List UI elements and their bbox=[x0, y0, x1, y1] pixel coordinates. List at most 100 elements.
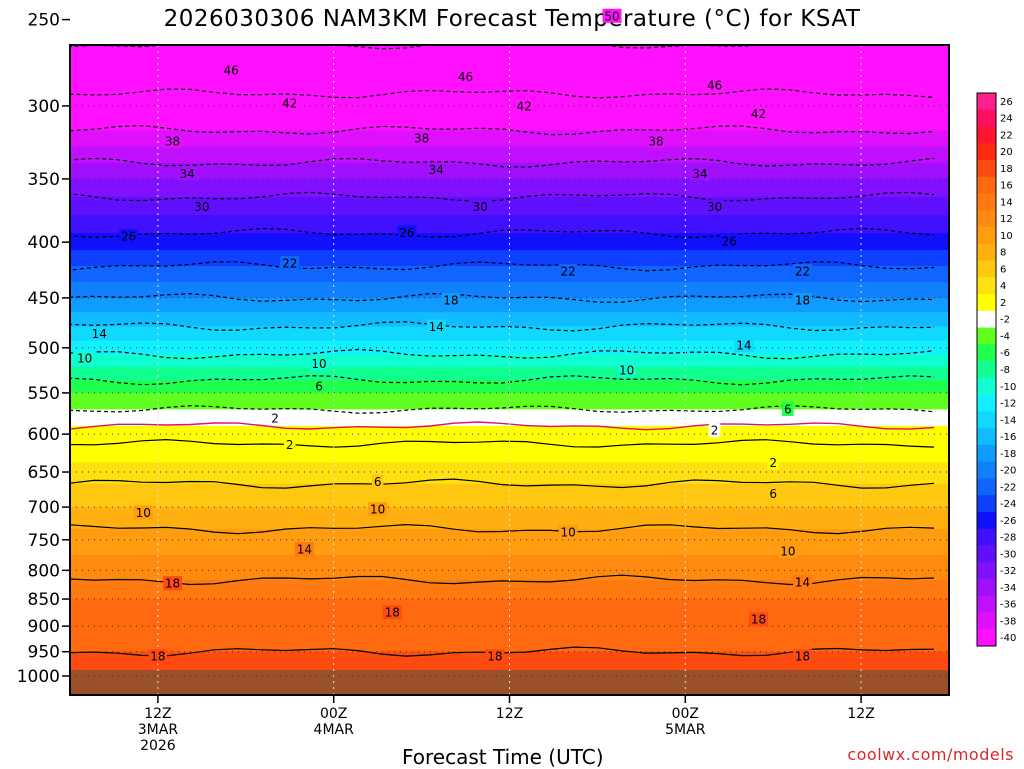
contour-label-bg bbox=[558, 525, 578, 540]
contour-label-bg bbox=[313, 378, 325, 393]
colorbar-swatch bbox=[977, 193, 996, 211]
colorbar-label: -32 bbox=[1000, 566, 1016, 577]
colorbar-swatch bbox=[977, 411, 996, 429]
colorbar-swatch bbox=[977, 461, 996, 479]
contour-line bbox=[70, 404, 935, 414]
contour-line bbox=[70, 438, 935, 448]
contour-label-bg bbox=[163, 576, 183, 591]
colorbar-label: 6 bbox=[1000, 264, 1006, 275]
colorbar-label: -36 bbox=[1000, 600, 1016, 611]
contour-label-text: 10 bbox=[77, 352, 92, 366]
band bbox=[70, 392, 949, 411]
band bbox=[70, 297, 949, 313]
colorbar-swatch bbox=[977, 612, 996, 630]
contour-label: 14 bbox=[89, 326, 109, 341]
contour-label-bg bbox=[426, 162, 446, 177]
band bbox=[70, 233, 949, 251]
y-tick-label: 800 bbox=[28, 561, 60, 581]
contour-label: 42 bbox=[280, 95, 300, 110]
colorbar-swatch bbox=[977, 595, 996, 613]
band bbox=[70, 45, 949, 70]
y-tick-label: 450 bbox=[28, 289, 60, 309]
band bbox=[70, 380, 949, 394]
contour-label-bg bbox=[793, 649, 812, 664]
contour-label-text: 10 bbox=[311, 357, 326, 371]
contour-line bbox=[70, 478, 935, 489]
contour-line bbox=[70, 321, 935, 332]
contour-label-text: 34 bbox=[429, 163, 444, 177]
contour-label-text: 38 bbox=[648, 134, 663, 148]
contour-line bbox=[70, 574, 935, 586]
contour-label: 14 bbox=[294, 542, 314, 557]
contour-label-text: 34 bbox=[180, 167, 195, 181]
colorbar-swatch bbox=[977, 629, 996, 647]
contour-label-bg bbox=[133, 505, 153, 520]
contour-label: 30 bbox=[470, 199, 490, 214]
y-tick-label: 250 bbox=[28, 11, 60, 31]
colorbar-swatch bbox=[977, 578, 996, 597]
x-tick-label: 4MAR bbox=[314, 722, 355, 738]
contour-label-bg bbox=[284, 437, 296, 452]
x-tick-label: 12Z bbox=[144, 706, 171, 722]
y-axis: 250 300 350 400 450 500 550 600 650 700 750 800 850 9… bbox=[17, 11, 70, 687]
contour-label: 46 bbox=[456, 69, 476, 84]
freezing-line bbox=[70, 421, 935, 431]
contour-label-text: 14 bbox=[736, 338, 751, 352]
band bbox=[70, 354, 949, 368]
band bbox=[70, 196, 949, 216]
contour-label-text: 46 bbox=[224, 63, 239, 77]
contour-label-text: 2 bbox=[711, 424, 719, 438]
contour-label: 10 bbox=[75, 351, 95, 366]
contour-label-bg bbox=[558, 263, 578, 278]
contour-label: 10 bbox=[309, 356, 329, 371]
y-tick-label: 850 bbox=[28, 590, 60, 610]
contour-label: 22 bbox=[793, 263, 812, 278]
band bbox=[70, 367, 949, 381]
contour-label-bg bbox=[382, 605, 402, 620]
y-tick-label: 550 bbox=[28, 384, 60, 404]
y-tick-label: 500 bbox=[28, 339, 60, 359]
colorbar-swatch bbox=[977, 377, 996, 396]
contour-label-bg bbox=[485, 649, 505, 664]
contour-label-text: 22 bbox=[795, 264, 810, 278]
contour-label-bg bbox=[690, 166, 710, 181]
colorbar-label: -6 bbox=[1000, 348, 1010, 359]
colorbar-label: -20 bbox=[1000, 466, 1016, 477]
contour-label-text: 10 bbox=[136, 506, 151, 520]
contour-label: 18 bbox=[148, 649, 168, 664]
contour-label-bg bbox=[708, 423, 721, 438]
contour-label-text: 14 bbox=[429, 320, 444, 334]
contour-line bbox=[70, 292, 935, 303]
colorbar: 26 24 22 20 18 16 14 12 10 8 6 4 2 -2 -4 -6 -8 -10 -12 -14 -… bbox=[976, 92, 1016, 647]
colorbar-swatch bbox=[977, 294, 996, 312]
contour-label: 26 bbox=[119, 229, 139, 244]
contour-label: 18 bbox=[163, 576, 183, 591]
contour-label-bg bbox=[280, 95, 300, 110]
contour-label-text: 22 bbox=[282, 256, 297, 270]
contour-label: 26 bbox=[719, 233, 739, 248]
contour-label: 34 bbox=[177, 166, 197, 181]
contour-label: 10 bbox=[617, 362, 637, 377]
y-tick-label: 300 bbox=[28, 97, 60, 117]
contour-label: 10 bbox=[368, 502, 388, 517]
contour-label-text: 42 bbox=[751, 107, 766, 121]
y-tick-label: 700 bbox=[28, 498, 60, 518]
contour-label-bg bbox=[705, 77, 725, 92]
band bbox=[70, 528, 949, 556]
contour-label-text: 22 bbox=[560, 264, 575, 278]
contour-label-text: 2 bbox=[271, 412, 279, 426]
band bbox=[70, 0, 949, 20]
colorbar-swatch bbox=[977, 478, 996, 496]
band bbox=[70, 20, 949, 45]
colorbar-frame bbox=[976, 92, 997, 647]
chart-title: 2026030306 NAM3KM Forecast Temperature (… bbox=[163, 6, 861, 32]
contour-labels: 5050464646424242383838343434303030262626… bbox=[75, 8, 812, 664]
band bbox=[70, 599, 949, 653]
contour-line bbox=[70, 375, 935, 386]
temperature-bands bbox=[70, 0, 949, 695]
contour-label-text: 18 bbox=[795, 294, 810, 308]
contour-label: 18 bbox=[382, 605, 402, 620]
contour-label-bg bbox=[734, 337, 754, 352]
